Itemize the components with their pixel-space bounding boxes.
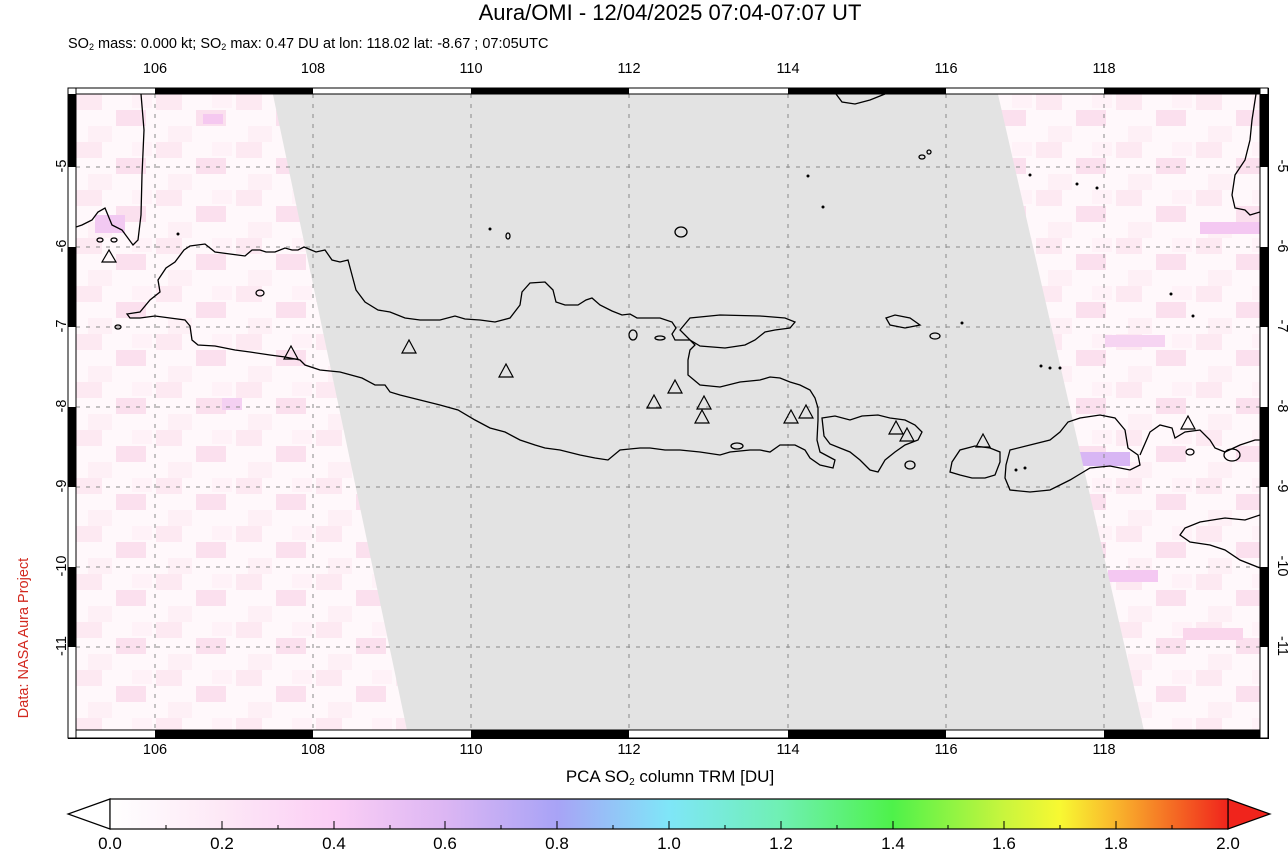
lon-tick-top: 106 (142, 61, 168, 77)
lon-tick-top: 116 (934, 61, 958, 77)
swath-gap (272, 94, 1144, 730)
volcano-icon (497, 362, 515, 378)
colorbar-tick-label: 0.0 (98, 834, 122, 853)
lon-tick-bottom: 108 (300, 742, 326, 758)
mass-text: mass: 0.000 kt; SO (93, 36, 222, 52)
map-title: Aura/OMI - 12/04/2025 07:04-07:07 UT (478, 0, 862, 25)
volcano-markers (100, 248, 1197, 448)
subscript: 2 (629, 777, 635, 788)
colorbar-label: PCA SO2 column TRM [DU] (0, 767, 1288, 788)
lon-tick-bottom: 112 (617, 742, 641, 758)
tiny-islands (176, 173, 1195, 472)
lon-tick-bottom: 110 (459, 742, 483, 758)
volcano-icon (974, 432, 992, 448)
volcano-icon (100, 248, 118, 263)
so2-label: SO (68, 36, 89, 52)
colorbar-label-post: column TRM [DU] (634, 767, 775, 786)
lon-tick-bottom: 118 (1092, 742, 1116, 758)
colorbar-max-arrow (1227, 798, 1272, 830)
colorbar-tick-label: 1.6 (992, 834, 1016, 853)
volcano-icon (645, 393, 663, 409)
lon-tick-top: 108 (300, 61, 326, 77)
colorbar (66, 798, 1272, 830)
map-frame (67, 87, 1269, 739)
colorbar-tick-label: 0.2 (210, 834, 234, 853)
lon-tick-top: 110 (459, 61, 483, 77)
lon-tick-top: 114 (776, 61, 800, 77)
colorbar-tick-label: 1.0 (657, 834, 681, 853)
colorbar-tick-label: 1.2 (769, 834, 793, 853)
lon-tick-bottom: 106 (142, 742, 168, 758)
so2-summary: SO2 mass: 0.000 kt; SO2 max: 0.47 DU at … (68, 35, 548, 56)
max-text: max: 0.47 DU at lon: 118.02 lat: -8.67 ;… (226, 36, 549, 52)
colorbar-ticks (165, 821, 1173, 829)
volcano-icon (666, 378, 684, 394)
graticule (76, 94, 1260, 730)
colorbar-tick-label: 0.4 (322, 834, 346, 853)
lon-tick-bottom: 116 (934, 742, 958, 758)
colorbar-label-pre: PCA SO (565, 767, 630, 786)
volcano-icon (782, 408, 800, 424)
colorbar-tick-label: 2.0 (1216, 834, 1240, 853)
colorbar-tick-label: 0.8 (545, 834, 569, 853)
volcano-icon (695, 394, 713, 410)
lon-tick-top: 118 (1092, 61, 1116, 77)
lon-tick-top: 112 (617, 61, 641, 77)
volcano-icon (898, 426, 916, 442)
volcano-icon (400, 338, 418, 354)
volcano-icon (1179, 414, 1197, 430)
colorbar-tick-label: 1.4 (881, 834, 905, 853)
colorbar-tick-label: 0.6 (433, 834, 457, 853)
subscript: 2 (221, 42, 227, 52)
subscript: 2 (88, 42, 94, 52)
volcano-icon (797, 403, 815, 419)
coastlines (76, 94, 1260, 569)
colorbar-min-arrow (66, 798, 111, 830)
colorbar-tick-label: 1.8 (1104, 834, 1128, 853)
volcano-icon (693, 408, 711, 424)
volcano-icon (282, 344, 300, 360)
lon-tick-bottom: 114 (776, 742, 800, 758)
volcano-icon (887, 419, 905, 435)
map-plot-area (76, 94, 1260, 730)
